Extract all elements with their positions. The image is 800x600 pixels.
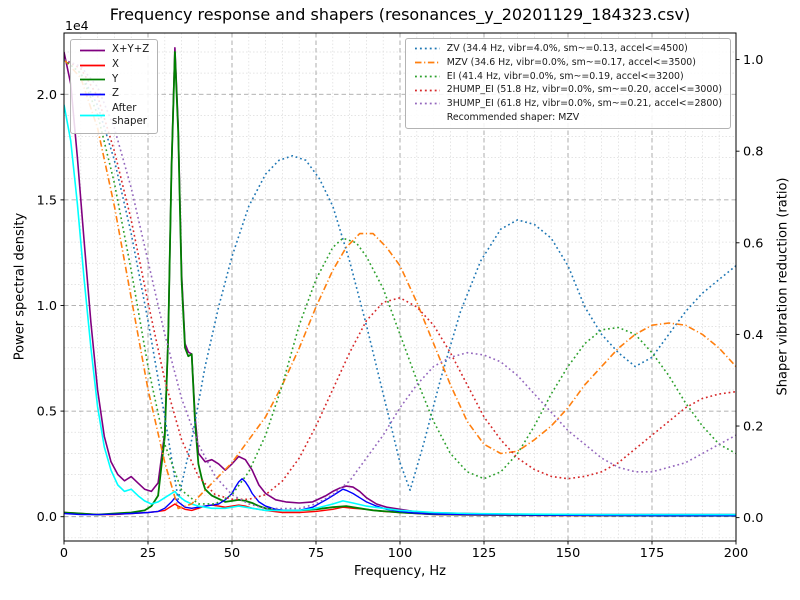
legend-line-sample-icon [80, 93, 105, 96]
x-tick-label: 100 [388, 546, 412, 561]
legend-entry-label: Y [112, 73, 119, 85]
y-right-tick-label: 0.4 [743, 328, 763, 343]
legend-entry-3hump-ei: 3HUMP_EI (61.8 Hz, vibr=0.0%, sm~=0.21, … [414, 98, 722, 110]
y-right-tick-label: 0.8 [743, 145, 763, 160]
x-tick-label: 175 [640, 546, 664, 561]
legend-entry-label: MZV (34.6 Hz, vibr=0.0%, sm~=0.17, accel… [446, 56, 696, 68]
x-tick-label: 125 [472, 546, 496, 561]
recommended-shaper-note: Recommended shaper: MZV [446, 111, 580, 123]
legend-entry-z: Z [79, 88, 149, 101]
series-group [64, 46, 736, 517]
legend-line-sample-icon [414, 61, 440, 64]
legend-entry-label: Z [112, 88, 119, 100]
x-axis-label: Frequency, Hz [353, 564, 447, 579]
legend-note-row: Recommended shaper: MZV [414, 112, 722, 124]
legend-entry-zv: ZV (34.4 Hz, vibr=4.0%, sm~=0.13, accel<… [414, 43, 722, 55]
legend-line-sample-icon [80, 114, 105, 117]
y-axis-label-right: Shaper vibration reduction (ratio) [775, 177, 791, 396]
legend-entry-label: EI (41.4 Hz, vibr=0.0%, sm~=0.19, accel<… [446, 70, 684, 82]
legend-entry-label: X [112, 58, 119, 70]
legend-shapers: ZV (34.4 Hz, vibr=4.0%, sm~=0.13, accel<… [404, 38, 731, 129]
legend-line-sample-icon [414, 89, 440, 91]
series-y [64, 51, 736, 517]
series-zv [64, 58, 736, 501]
x-tick-label: 0 [60, 546, 68, 561]
legend-line-sample-icon [80, 79, 105, 81]
y-right-tick-label: 0.0 [743, 511, 763, 526]
y-left-tick-label: 2.0 [37, 88, 57, 103]
x-tick-label: 25 [140, 546, 156, 561]
y-right-tick-label: 0.6 [743, 236, 763, 251]
legend-psd: X+Y+Z X Y Z After shaper [70, 39, 159, 134]
legend-entry-label: ZV (34.4 Hz, vibr=4.0%, sm~=0.13, accel<… [446, 43, 688, 54]
x-tick-label: 75 [308, 546, 324, 561]
legend-line-sample-icon [414, 75, 440, 78]
y-axis-label-left: Power spectral density [12, 212, 28, 361]
y-axis-offset-text: 1e4 [65, 18, 89, 33]
legend-entry-label: 3HUMP_EI (61.8 Hz, vibr=0.0%, sm~=0.21, … [446, 98, 722, 109]
series-3hump-ei [64, 58, 736, 510]
legend-line-sample-icon [80, 49, 105, 52]
legend-entry-x-y-z: X+Y+Z [79, 44, 149, 57]
y-right-tick-label: 0.2 [743, 420, 763, 435]
x-tick-label: 150 [556, 546, 580, 561]
y-left-tick-label: 1.0 [37, 299, 57, 314]
series-mzv [64, 59, 736, 510]
y-left-tick-label: 1.5 [37, 193, 57, 208]
legend-empty-swatch [414, 114, 441, 121]
legend-line-sample-icon [80, 64, 105, 66]
legend-entry-label: X+Y+Z [112, 44, 150, 55]
y-left-tick-label: 0.5 [37, 405, 57, 420]
y-right-tick-label: 1.0 [743, 53, 763, 68]
legend-entry-2hump-ei: 2HUMP_EI (51.8 Hz, vibr=0.0%, sm~=0.20, … [414, 84, 722, 96]
y-left-tick-label: 0.0 [37, 510, 57, 525]
x-tick-label: 200 [724, 546, 748, 561]
legend-entry-label: After shaper [112, 103, 147, 127]
legend-line-sample-icon [414, 48, 440, 50]
x-tick-label: 50 [224, 546, 240, 561]
legend-line-sample-icon [414, 103, 440, 105]
legend-entry-after-shaper: After shaper [79, 103, 149, 129]
chart-title: Frequency response and shapers (resonanc… [109, 5, 691, 24]
legend-entry-ei: EI (41.4 Hz, vibr=0.0%, sm~=0.19, accel<… [414, 71, 722, 83]
legend-entry-x: X [79, 59, 149, 72]
legend-entry-mzv: MZV (34.6 Hz, vibr=0.0%, sm~=0.17, accel… [414, 57, 722, 69]
series-x-y-z [64, 46, 736, 516]
legend-entry-y: Y [79, 74, 149, 87]
series-after-shaper [64, 104, 736, 516]
legend-entry-label: 2HUMP_EI (51.8 Hz, vibr=0.0%, sm~=0.20, … [446, 84, 722, 96]
